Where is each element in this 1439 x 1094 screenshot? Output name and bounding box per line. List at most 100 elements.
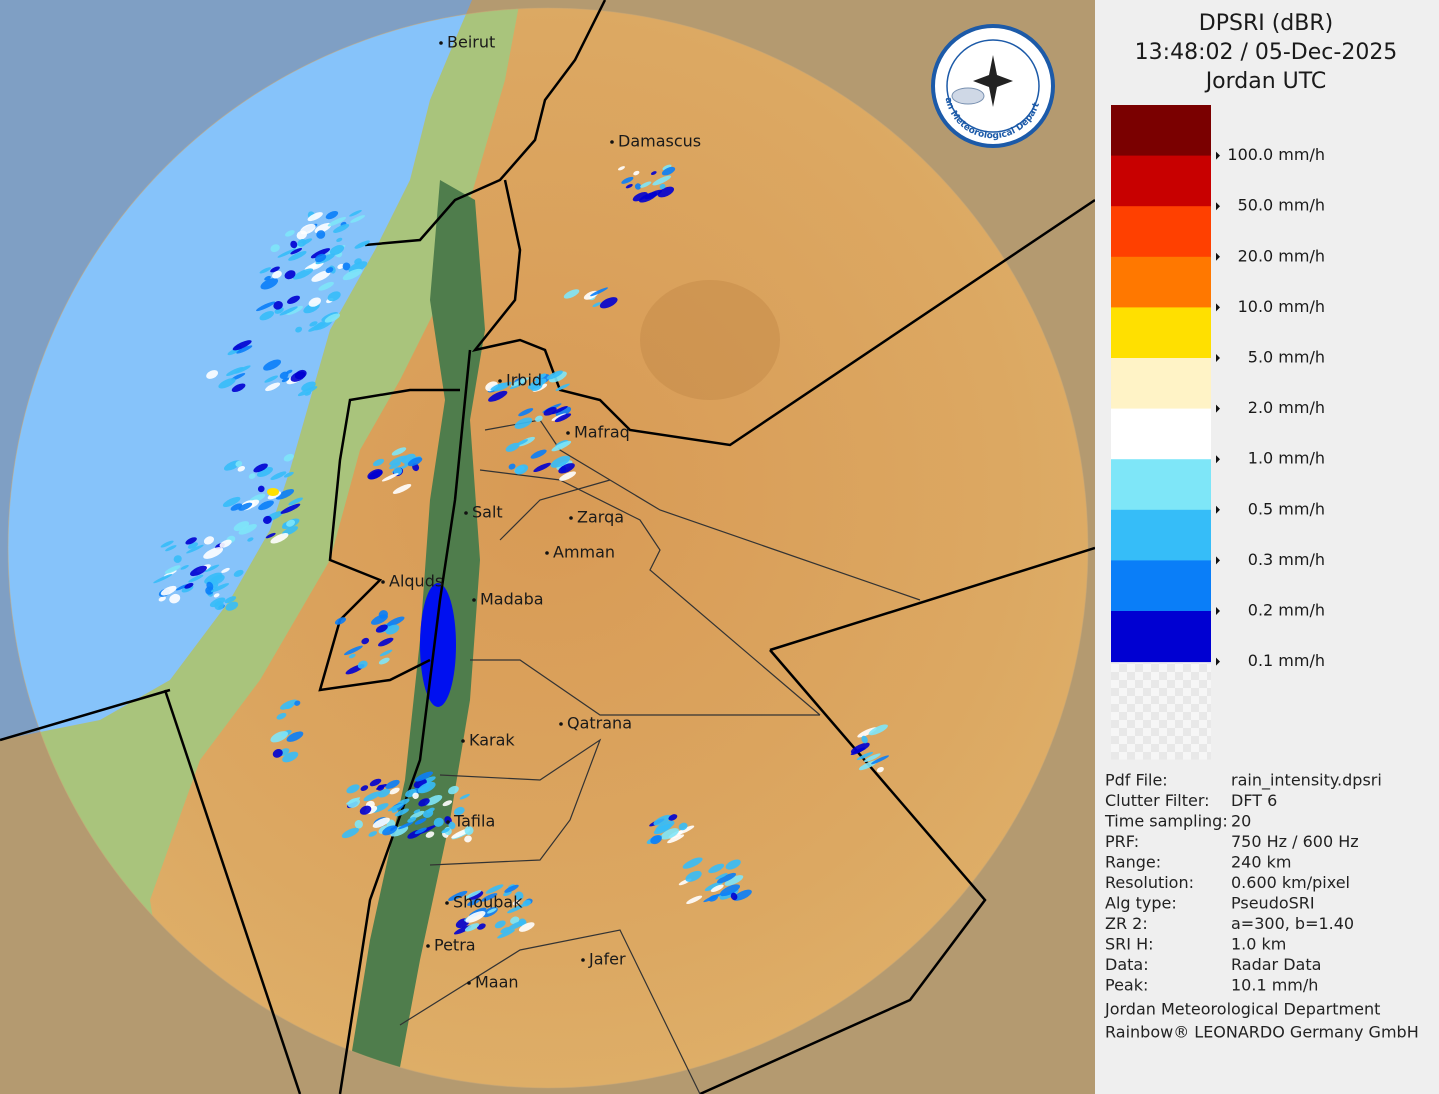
info-key: SRI H: <box>1105 935 1154 954</box>
rain-cell <box>868 724 888 736</box>
rain-cell <box>448 785 459 795</box>
rain-cell <box>287 295 300 304</box>
rain-cell <box>659 183 666 190</box>
rain-cell <box>516 439 528 446</box>
rain-cell <box>270 266 280 273</box>
city-label: Jafer <box>588 950 626 969</box>
info-value: a=300, b=1.40 <box>1231 914 1354 933</box>
rain-cell <box>188 574 204 583</box>
city-label: Alquds <box>389 572 443 591</box>
scale-label: 50.0 mm/h <box>1238 196 1325 215</box>
rain-cell <box>640 181 652 188</box>
rain-cell <box>682 857 703 869</box>
rain-cell <box>248 473 256 479</box>
city-label: Karak <box>469 731 515 750</box>
rain-cell <box>169 593 181 604</box>
rain-cell <box>686 895 703 905</box>
rain-cell <box>360 785 369 791</box>
city-label: Irbid <box>506 371 542 390</box>
rain-cell <box>281 377 290 383</box>
rain-cell <box>653 824 672 835</box>
info-value: DFT 6 <box>1231 791 1277 810</box>
scale-swatch <box>1111 408 1211 460</box>
rain-cell <box>238 502 253 511</box>
rain-cell <box>391 447 407 456</box>
rain-cell <box>433 817 444 827</box>
rain-cell <box>650 835 662 845</box>
rain-cell <box>392 484 412 494</box>
rain-cell <box>381 473 399 482</box>
rain-cell <box>219 539 232 548</box>
radar-map: Beirut Damascus Irbid Mafraq Salt Zarqa Amman A… <box>0 0 1095 1094</box>
rain-cell <box>359 805 372 815</box>
rain-cell <box>414 827 427 835</box>
rain-cell <box>685 870 702 882</box>
rain-cell <box>285 704 294 710</box>
rain-cell <box>534 373 547 381</box>
info-key: Range: <box>1105 853 1161 872</box>
rain-cell <box>180 564 189 570</box>
rain-cell <box>230 503 243 511</box>
info-key: Time sampling: <box>1104 812 1228 831</box>
scale-swatch <box>1111 206 1211 258</box>
rain-cell <box>724 875 744 886</box>
city-dot <box>467 981 471 985</box>
rain-cell <box>650 171 657 175</box>
rain-cell <box>398 821 414 830</box>
legend-title: 13:48:02 / 05-Dec-2025 <box>1135 40 1398 65</box>
rain-cell <box>286 519 296 527</box>
rain-cell <box>214 601 224 611</box>
rain-cell <box>260 278 279 290</box>
rain-cell <box>165 545 177 552</box>
rain-cell <box>270 244 280 253</box>
rain-cell <box>294 369 307 380</box>
rain-cell <box>173 555 182 563</box>
rain-cell <box>368 470 383 480</box>
rain-cell <box>468 890 484 900</box>
rain-cell <box>265 532 276 539</box>
rain-cell <box>387 803 404 812</box>
rain-cell <box>407 816 417 823</box>
rain-cell <box>477 923 486 930</box>
rain-cell <box>277 248 296 258</box>
rain-cell <box>657 186 675 198</box>
rain-cell <box>453 806 465 816</box>
scale-swatch <box>1111 155 1211 207</box>
info-key: PRF: <box>1105 832 1139 851</box>
rain-cell <box>412 792 419 800</box>
rain-cell <box>667 834 685 844</box>
city-dot <box>569 516 573 520</box>
rain-cell <box>276 712 287 720</box>
rain-cell <box>488 390 508 402</box>
scale-label: 0.5 mm/h <box>1248 499 1325 518</box>
rain-cell <box>259 267 272 274</box>
rain-cell <box>558 463 575 474</box>
rain-cell <box>407 457 423 467</box>
rain-cell <box>417 781 436 794</box>
scale-label: 5.0 mm/h <box>1248 348 1325 367</box>
rain-cell <box>333 223 350 233</box>
rain-cell <box>283 453 294 462</box>
rain-cell <box>467 898 481 906</box>
rain-cell <box>285 230 295 237</box>
city-dot <box>445 901 449 905</box>
scale-label: 2.0 mm/h <box>1248 398 1325 417</box>
rain-cell <box>530 449 547 459</box>
scale-label: 10.0 mm/h <box>1238 297 1325 316</box>
rain-cell <box>273 301 283 310</box>
rain-cell <box>357 660 368 669</box>
rain-cell <box>493 381 512 392</box>
rain-cell <box>390 825 409 837</box>
rain-cell <box>625 184 633 189</box>
rain-cell <box>599 297 618 309</box>
rain-cell <box>514 417 533 429</box>
rain-cell <box>464 923 480 932</box>
rain-cell <box>311 270 331 282</box>
rain-cell <box>510 377 529 387</box>
rain-cell <box>555 383 570 391</box>
city-label: Beirut <box>447 33 495 52</box>
rain-cell <box>371 614 388 625</box>
info-key: Clutter Filter: <box>1105 791 1210 810</box>
rain-cell <box>512 900 520 906</box>
